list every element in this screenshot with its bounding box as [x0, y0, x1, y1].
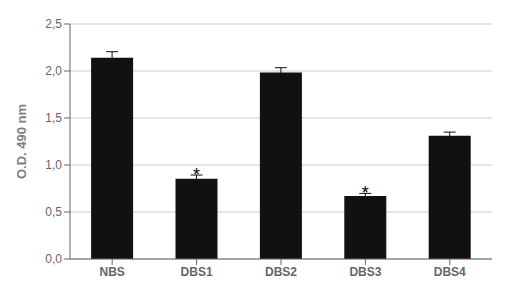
svg-text:O.D. 490 nm: O.D. 490 nm [14, 104, 29, 179]
svg-text:DBS2: DBS2 [265, 265, 297, 279]
svg-text:DBS4: DBS4 [434, 265, 466, 279]
svg-text:NBS: NBS [100, 265, 125, 279]
svg-text:DBS1: DBS1 [181, 265, 213, 279]
svg-text:1,5: 1,5 [45, 111, 62, 125]
svg-text:0,5: 0,5 [45, 205, 62, 219]
svg-text:0,0: 0,0 [45, 252, 62, 266]
svg-text:2,0: 2,0 [45, 64, 62, 78]
svg-text:*: * [362, 183, 369, 203]
svg-text:1,0: 1,0 [45, 158, 62, 172]
svg-text:*: * [193, 165, 200, 185]
svg-text:2,5: 2,5 [45, 17, 62, 31]
svg-text:DBS3: DBS3 [349, 265, 381, 279]
